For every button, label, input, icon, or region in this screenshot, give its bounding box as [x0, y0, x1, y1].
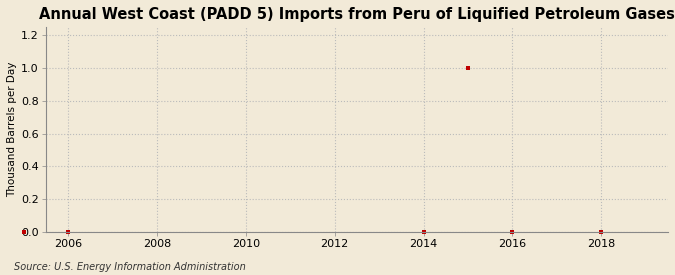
Title: Annual West Coast (PADD 5) Imports from Peru of Liquified Petroleum Gases: Annual West Coast (PADD 5) Imports from …	[39, 7, 675, 22]
Text: Source: U.S. Energy Information Administration: Source: U.S. Energy Information Administ…	[14, 262, 245, 272]
Y-axis label: Thousand Barrels per Day: Thousand Barrels per Day	[7, 62, 17, 197]
